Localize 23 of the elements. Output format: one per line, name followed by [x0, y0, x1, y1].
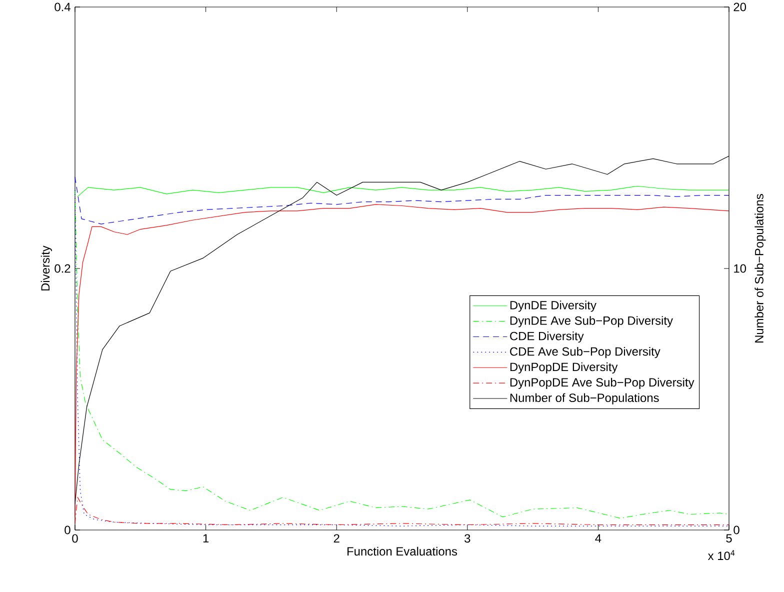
- legend-label: DynDE Ave Sub−Pop Diversity: [510, 316, 673, 328]
- x-tick-label: 3: [464, 534, 470, 543]
- y2-axis-title: Number of Sub−Populations: [754, 194, 766, 342]
- y-tick-label: 0.4: [54, 2, 70, 12]
- x-tick-label: 0: [72, 534, 78, 543]
- legend-label: DynPopDE Ave Sub−Pop Diversity: [510, 378, 694, 389]
- text: x 10$^{4}$: [708, 550, 735, 560]
- legend-label: CDE Ave Sub−Pop Diversity: [510, 346, 660, 358]
- y-tick-label: 0.2: [54, 264, 70, 273]
- legend-label: DynPopDE Diversity: [510, 362, 618, 374]
- x-tick-label: 2: [334, 534, 340, 543]
- y2-tick-label: 20: [734, 2, 746, 12]
- y-axis-title: Diversity: [40, 246, 52, 290]
- y-tick-label: 0: [64, 526, 70, 534]
- x-tick-label: 1: [203, 534, 209, 542]
- x-tick-label: 5: [726, 534, 732, 543]
- y2-tick-label: 10: [734, 264, 746, 273]
- legend-label: DynDE Diversity: [510, 300, 596, 312]
- x-tick-label: 4: [595, 534, 602, 542]
- legend-label: CDE Diversity: [510, 332, 584, 343]
- x-axis-title: Function Evaluations: [347, 546, 458, 556]
- legend-label: Number of Sub−Populations: [510, 393, 659, 404]
- y2-tick-label: 0: [734, 526, 740, 534]
